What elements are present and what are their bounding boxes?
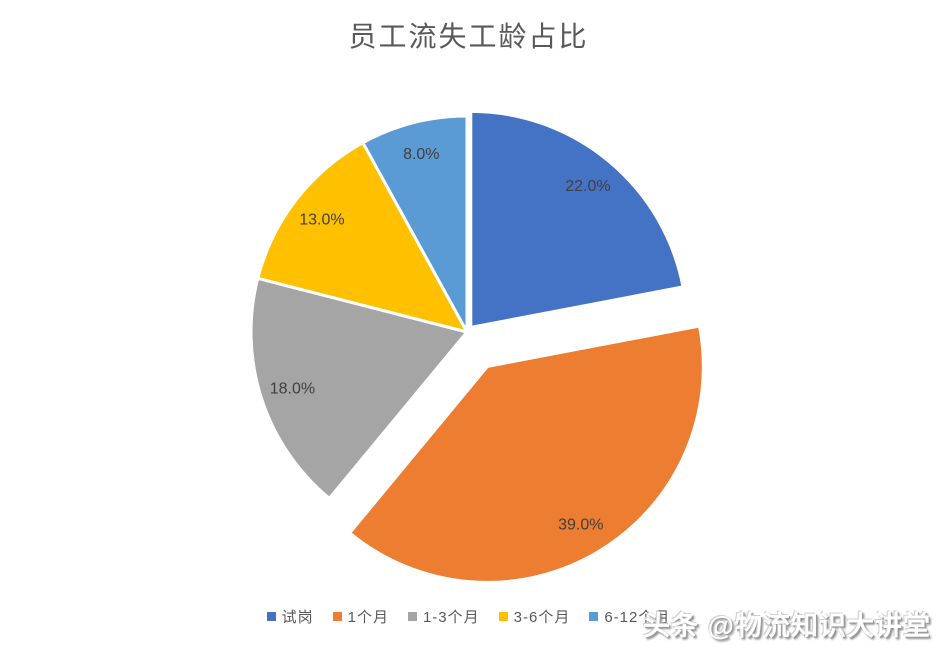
legend-marker-icon (266, 612, 276, 621)
pie-slice-label: 39.0% (558, 517, 603, 534)
legend-item-试岗: 试岗 (266, 606, 314, 627)
pie-slice-1个月 (347, 324, 705, 584)
pie-slice-试岗 (469, 109, 685, 330)
pie-slice-label: 22.0% (565, 178, 610, 195)
legend-item-3-6个月: 3-6个月 (498, 606, 571, 627)
legend-label: 试岗 (281, 609, 314, 626)
legend-marker-icon (498, 612, 508, 621)
legend-label: 1-3个月 (422, 609, 480, 626)
legend-marker-icon (332, 612, 342, 621)
legend: 试岗 1个月 1-3个月 3-6个月 6-12个月 (0, 606, 937, 627)
legend-item-1-3个月: 1-3个月 (407, 606, 480, 627)
pie-slice-6-12个月 (360, 114, 469, 333)
legend-marker-icon (589, 612, 599, 621)
legend-label: 6-12个月 (604, 609, 671, 626)
legend-label: 1个月 (347, 609, 389, 626)
pie-slice-label: 18.0% (270, 381, 315, 398)
legend-label: 3-6个月 (513, 609, 571, 626)
pie-slice-1-3个月 (249, 276, 470, 501)
watermark: 头条 @物流知识大讲堂 (643, 611, 931, 641)
legend-item-1个月: 1个月 (332, 606, 389, 627)
legend-item-6-12个月: 6-12个月 (589, 606, 670, 627)
legend-marker-icon (407, 612, 417, 621)
pie-slice-3-6个月 (255, 140, 470, 335)
pie-slice-label: 13.0% (299, 212, 344, 229)
chart-title: 员工流失工龄占比 (348, 21, 589, 52)
pie-slice-label: 8.0% (403, 146, 439, 163)
